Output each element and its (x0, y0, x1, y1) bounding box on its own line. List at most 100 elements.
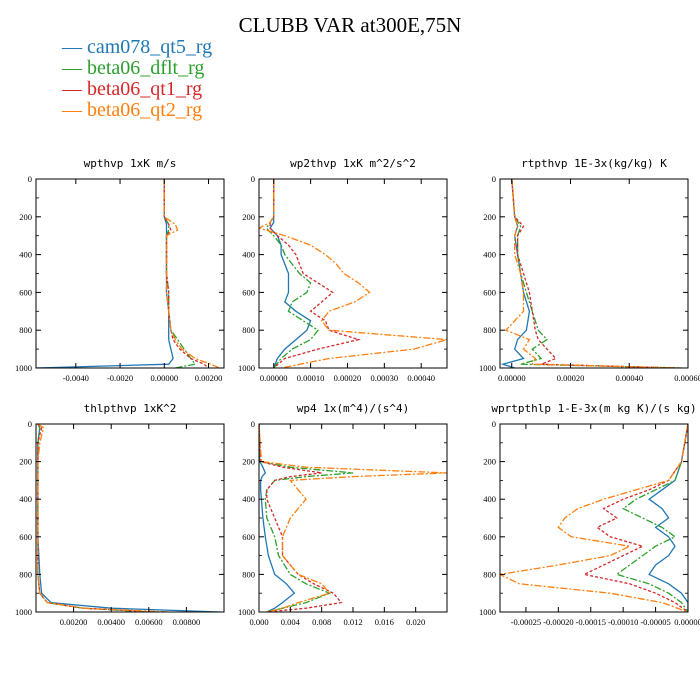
panel-title: wp2thvp 1xK m^2/s^2 (290, 157, 416, 170)
plot-frame (499, 423, 689, 613)
x-tick-label: -0.00005 (640, 617, 670, 627)
y-tick-label: 800 (242, 569, 255, 579)
legend-item: — beta06_qt1_rg (62, 78, 203, 100)
series-line-beta06_qt1_rg (37, 424, 159, 612)
series-line-beta06_dflt_rg (511, 179, 683, 368)
panel-title: wprtpthlp 1-E-3x(m kg K)/(s kg) (491, 402, 696, 415)
legend-item: — cam078_qt5_rg (62, 36, 213, 58)
x-tick-label: 0.00020 (557, 373, 585, 383)
y-tick-label: 0 (492, 174, 496, 184)
series-line-cam078_qt5_rg (647, 424, 688, 612)
panel-title: wpthvp 1xK m/s (84, 157, 177, 170)
series-line-beta06_dflt_rg (37, 424, 149, 612)
series-line-cam078_qt5_rg (500, 179, 531, 368)
series-line-beta06_qt2_rg (259, 179, 447, 368)
y-tick-label: 600 (242, 287, 255, 297)
y-tick-label: 600 (483, 287, 496, 297)
legend: — cam078_qt5_rg — beta06_dflt_rg — beta06_… (62, 37, 212, 121)
x-tick-label: 0.00010 (297, 373, 325, 383)
x-tick-label: 0.00060 (674, 373, 700, 383)
series-line-beta06_qt1_rg (511, 179, 677, 368)
x-tick-label: 0.00000 (674, 617, 700, 627)
y-tick-label: 800 (19, 569, 32, 579)
y-tick-label: 600 (19, 287, 32, 297)
y-tick-label: 400 (19, 250, 32, 260)
plot-frame (258, 178, 448, 369)
x-tick-label: 0.00000 (150, 373, 178, 383)
y-tick-label: 200 (19, 212, 32, 222)
y-tick-label: 400 (242, 250, 255, 260)
y-tick-label: 0 (251, 174, 255, 184)
series-line-beta06_qt1_rg (269, 179, 361, 368)
y-tick-label: 1000 (238, 607, 255, 617)
y-tick-label: 0 (28, 174, 32, 184)
panel-6: wprtpthlp 1-E-3x(m kg K)/(s kg) 0 200 400 60… (479, 402, 700, 627)
x-tick-label: 0.020 (406, 617, 425, 627)
series-line-beta06_qt1_rg (259, 424, 343, 612)
x-tick-label: -0.00015 (576, 617, 606, 627)
y-tick-label: 400 (242, 494, 255, 504)
series-line-beta06_dflt_rg (265, 179, 319, 368)
y-tick-label: 1000 (238, 363, 255, 373)
series-line-beta06_qt2_rg (163, 179, 220, 368)
x-tick-label: 0.00030 (371, 373, 399, 383)
plot-frame (35, 423, 225, 613)
legend-item: — beta06_qt2_rg (62, 99, 203, 121)
series-line-cam078_qt5_rg (259, 424, 296, 612)
y-tick-label: 200 (242, 457, 255, 467)
panel-title: rtpthvp 1E-3x(kg/kg) K (521, 157, 667, 170)
series-line-beta06_qt2_rg (259, 424, 447, 612)
panel-2: wp2thvp 1xK m^2/s^2 0 200 400 600 800 1000 0.00… (238, 157, 448, 383)
y-tick-label: 400 (19, 494, 32, 504)
y-tick-label: 200 (242, 212, 255, 222)
series-line-beta06_dflt_rg (615, 424, 688, 612)
series-line-beta06_dflt_rg (259, 424, 354, 612)
x-tick-label: 0.00040 (407, 373, 435, 383)
series-line-cam078_qt5_rg (36, 179, 174, 368)
x-tick-label: -0.00010 (608, 617, 638, 627)
series-line-beta06_qt2_rg (37, 424, 168, 612)
x-tick-label: 0.008 (312, 617, 331, 627)
y-tick-label: 0 (492, 419, 496, 429)
series-line-beta06_qt2_rg (504, 179, 680, 368)
series-line-beta06_qt1_rg (163, 179, 209, 368)
x-tick-label: -0.0020 (107, 373, 133, 383)
series-line-cam078_qt5_rg (269, 179, 312, 368)
series-line-beta06_qt2_rg (500, 424, 688, 612)
y-tick-label: 1000 (479, 607, 496, 617)
y-tick-label: 200 (483, 212, 496, 222)
x-tick-label: 0.00000 (498, 373, 526, 383)
x-tick-label: -0.00020 (543, 617, 573, 627)
y-tick-label: 400 (483, 250, 496, 260)
y-tick-label: 800 (483, 325, 496, 335)
y-tick-label: 200 (483, 457, 496, 467)
y-tick-label: 600 (19, 532, 32, 542)
x-tick-label: -0.0040 (63, 373, 89, 383)
legend-item: — beta06_dflt_rg (62, 57, 205, 79)
y-tick-label: 800 (483, 569, 496, 579)
figure-title: CLUBB VAR at300E,75N (238, 13, 462, 37)
x-tick-label: 0.00200 (60, 617, 88, 627)
x-tick-label: 0.000 (249, 617, 268, 627)
y-tick-label: 0 (28, 419, 32, 429)
y-tick-label: 800 (19, 325, 32, 335)
x-tick-label: 0.00020 (334, 373, 362, 383)
x-tick-label: 0.00040 (615, 373, 643, 383)
panel-3: rtpthvp 1E-3x(kg/kg) K020040060080010000… (479, 157, 700, 383)
series-line-beta06_qt1_rg (582, 424, 688, 612)
x-tick-label: 0.00600 (135, 617, 163, 627)
panel-4: thlpthvp 1xK^2 0 200 400 600 800 1000 0.00200 0.… (15, 402, 225, 627)
x-tick-label: -0.00025 (511, 617, 541, 627)
x-tick-label: 0.004 (281, 617, 301, 627)
y-tick-label: 0 (251, 419, 255, 429)
x-tick-label: 0.00200 (195, 373, 223, 383)
plot-frame (35, 178, 225, 369)
y-tick-label: 800 (242, 325, 255, 335)
series-line-cam078_qt5_rg (37, 424, 221, 612)
y-tick-label: 1000 (479, 363, 496, 373)
panel-1: wpthvp 1xK m/s 0 200 400 600 800 1000 -0.0040 -0… (15, 157, 225, 383)
x-tick-label: 0.00000 (260, 373, 288, 383)
y-tick-label: 1000 (15, 363, 32, 373)
